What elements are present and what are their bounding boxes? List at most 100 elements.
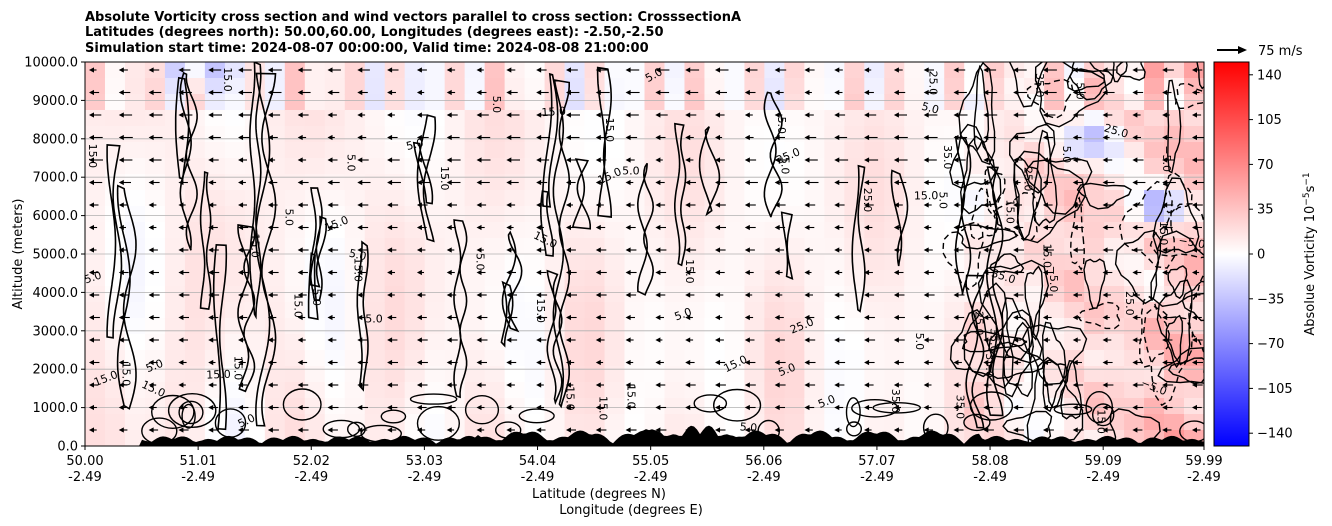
field-cell [364,94,386,111]
wind-vector-head [655,134,661,141]
wind-vector [387,67,399,73]
wind-vector-head [148,67,154,73]
field-cell [184,254,206,271]
plot-area: 5.015.05.015.05.015.05.05.015.015.05.015… [85,62,1204,446]
wind-vector [804,112,814,118]
wind-vector [625,202,635,208]
field-cell [124,62,146,79]
wind-vector-head [1072,89,1078,96]
wind-vector [238,427,249,433]
wind-vector-head [387,112,393,118]
field-cell [85,238,106,255]
wind-vector-head [536,382,542,388]
wind-vector [1042,292,1053,298]
field-cell [224,142,246,159]
field-cell [244,206,266,223]
field-cell [324,398,346,415]
field-cell [664,174,686,191]
wind-vector [1102,359,1113,366]
field-cell [284,110,306,127]
wind-vector-head [804,247,810,253]
wind-vector [1102,89,1115,96]
wind-vector-head [893,157,899,163]
wind-vector-head [744,89,750,96]
wind-vector-head [148,337,154,343]
field-cell [424,158,446,175]
field-cell [1124,110,1145,127]
field-cell [1004,414,1025,431]
wind-vector [327,179,340,186]
field-cell [304,110,326,127]
field-cell [1124,78,1145,95]
field-cell [504,142,526,159]
wind-vector [387,112,395,118]
wind-vector [1102,404,1114,411]
field-cell [724,254,746,271]
field-cell [1084,318,1105,335]
wind-vector [923,382,932,388]
wind-vector [297,67,312,73]
field-cell [244,334,266,351]
wind-vector [625,292,637,298]
wind-vector [506,269,516,276]
contour-line [380,409,407,424]
wind-vector [178,247,189,253]
wind-vector-head [327,427,333,433]
wind-vector-head [565,269,571,276]
wind-vector-head [595,89,601,96]
field-cell [324,414,346,431]
wind-vector [983,337,993,343]
contour-line [542,72,559,208]
field-cell [364,174,386,191]
wind-vector-head [923,382,929,388]
field-cell [1084,350,1105,367]
wind-vector-head [804,134,810,141]
field-cell [264,158,286,175]
wind-vector-head [297,359,303,366]
wind-vector-head [983,134,989,141]
wind-vector [595,382,604,388]
field-cell [144,318,166,335]
wind-vector [327,427,338,433]
field-cell [804,222,825,239]
field-cell [724,398,746,415]
wind-vector [238,202,247,208]
wind-vector-head [476,382,482,388]
field-cell [424,62,446,79]
wind-vector-head [715,89,721,96]
field-cell [1124,350,1145,367]
field-cell [604,254,626,271]
contour-line [1008,62,1048,108]
field-cell [264,270,286,287]
wind-vector-head [387,202,393,208]
contour-line [1003,321,1034,398]
field-cell [1044,302,1065,319]
field-cell [284,174,306,191]
wind-vector-head [685,179,691,186]
wind-vector [864,89,874,96]
wind-vector [685,382,696,388]
wind-vector-head [893,337,899,343]
wind-vector [297,427,309,433]
field-cell [164,318,186,335]
wind-vector [89,157,103,163]
field-cell [624,158,646,175]
wind-vector-head [1072,292,1078,298]
wind-vector-head [446,269,452,276]
field-cell [464,78,486,95]
wind-vector [744,89,756,96]
field-cell [404,350,426,367]
field-cell [1184,382,1204,399]
wind-vector [118,89,131,96]
wind-vector-head [983,292,989,298]
wind-vector-head [89,157,94,163]
field-cell [624,414,646,431]
field-cell [504,350,526,367]
wind-vector [446,404,456,411]
wind-vector [1102,292,1111,298]
field-cell [764,334,785,351]
wind-vector-head [625,89,631,96]
wind-vector-head [1102,337,1108,343]
field-cell [224,398,246,415]
contour-label: 25.0 [1103,121,1130,140]
